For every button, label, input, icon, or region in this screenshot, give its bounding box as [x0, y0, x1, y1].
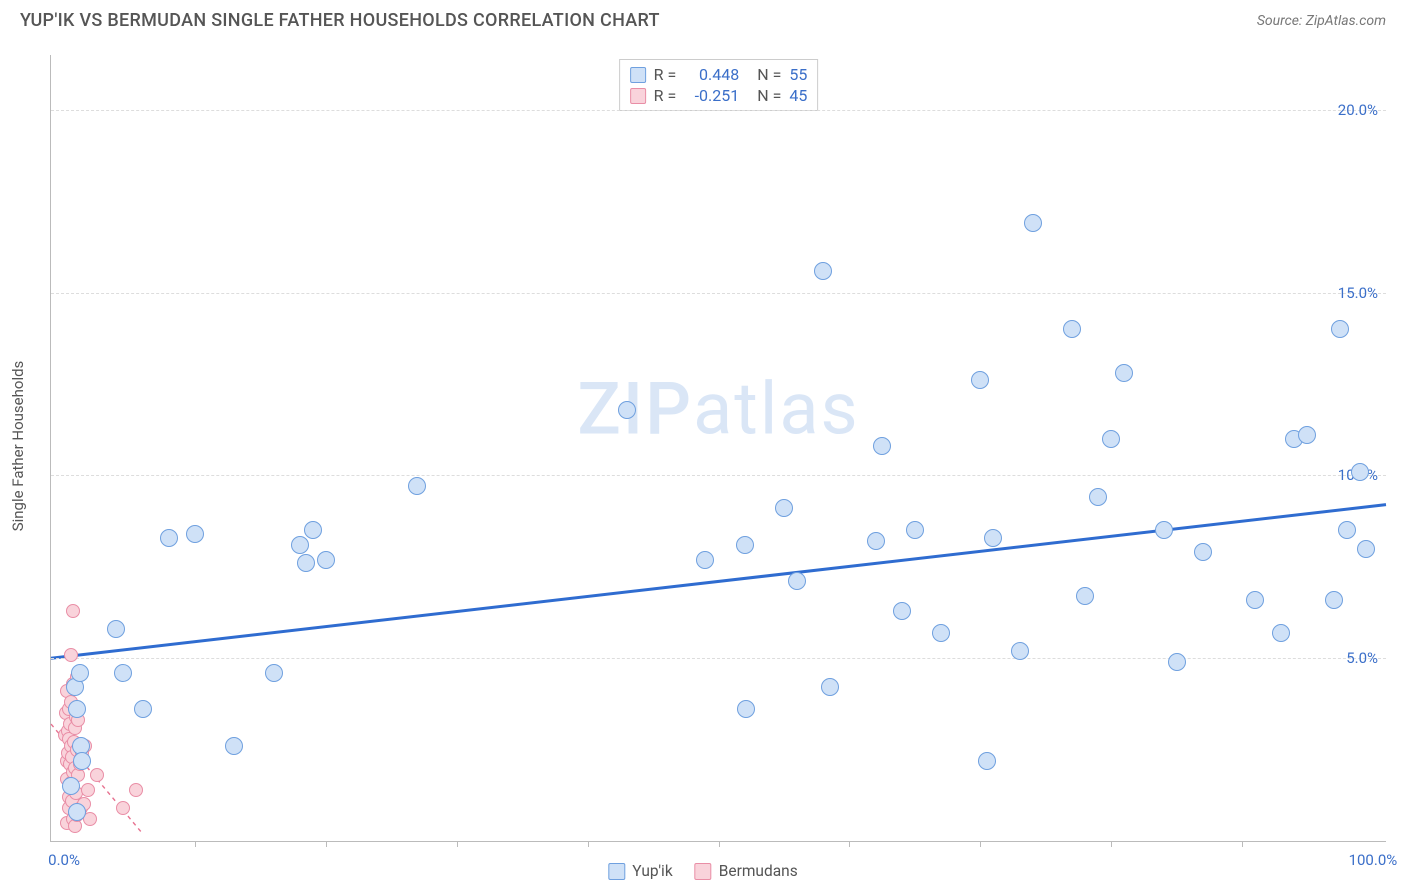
- trend-line-yupik: [51, 505, 1386, 659]
- xtick-minor: [457, 841, 458, 847]
- stat-r-value: -0.251: [684, 86, 739, 105]
- data-point-yupik: [114, 664, 132, 682]
- gridline-h: [51, 658, 1386, 659]
- data-point-yupik: [1272, 624, 1290, 642]
- xtick-minor: [588, 841, 589, 847]
- yaxis-title: Single Father Households: [9, 361, 27, 532]
- legend: Yup'ik Bermudans: [608, 862, 797, 880]
- data-point-yupik: [317, 551, 335, 569]
- chart-source: Source: ZipAtlas.com: [1257, 13, 1386, 29]
- data-point-bermudans: [129, 783, 143, 797]
- data-point-yupik: [186, 525, 204, 543]
- legend-item-bermudans: Bermudans: [695, 862, 798, 880]
- data-point-yupik: [1331, 320, 1349, 338]
- xtick-minor: [719, 841, 720, 847]
- data-point-yupik: [821, 678, 839, 696]
- legend-label: Yup'ik: [632, 862, 672, 880]
- data-point-yupik: [978, 752, 996, 770]
- stats-row-bermudans: R = -0.251 N = 45: [630, 85, 808, 106]
- data-point-yupik: [893, 602, 911, 620]
- trend-lines: [51, 55, 1386, 841]
- correlation-stats-box: R = 0.448 N = 55 R = -0.251 N = 45: [619, 59, 819, 111]
- data-point-yupik: [696, 551, 714, 569]
- data-point-bermudans: [90, 768, 104, 782]
- data-point-yupik: [1357, 540, 1375, 558]
- data-point-yupik: [1298, 426, 1316, 444]
- data-point-yupik: [1351, 463, 1369, 481]
- data-point-yupik: [1194, 543, 1212, 561]
- data-point-bermudans: [116, 801, 130, 815]
- data-point-yupik: [62, 777, 80, 795]
- ytick-label: 5.0%: [1346, 649, 1378, 667]
- data-point-bermudans: [66, 604, 80, 618]
- data-point-yupik: [788, 572, 806, 590]
- data-point-yupik: [1155, 521, 1173, 539]
- legend-swatch-icon: [608, 863, 625, 880]
- data-point-yupik: [1076, 587, 1094, 605]
- data-point-yupik: [225, 737, 243, 755]
- data-point-yupik: [1246, 591, 1264, 609]
- legend-item-yupik: Yup'ik: [608, 862, 672, 880]
- xtick-label: 100.0%: [1349, 851, 1398, 869]
- data-point-yupik: [814, 262, 832, 280]
- xtick-minor: [980, 841, 981, 847]
- data-point-yupik: [984, 529, 1002, 547]
- stats-row-yupik: R = 0.448 N = 55: [630, 64, 808, 85]
- data-point-bermudans: [81, 783, 95, 797]
- data-point-yupik: [736, 536, 754, 554]
- data-point-yupik: [1011, 642, 1029, 660]
- data-point-yupik: [618, 401, 636, 419]
- ytick-label: 15.0%: [1338, 284, 1378, 302]
- data-point-yupik: [134, 700, 152, 718]
- xtick-minor: [326, 841, 327, 847]
- data-point-bermudans: [64, 648, 78, 662]
- data-point-yupik: [906, 521, 924, 539]
- stat-n-value: 45: [789, 86, 807, 105]
- data-point-yupik: [68, 803, 86, 821]
- stat-n-value: 55: [789, 65, 807, 84]
- gridline-h: [51, 110, 1386, 111]
- data-point-yupik: [1089, 488, 1107, 506]
- ytick-label: 20.0%: [1338, 101, 1378, 119]
- data-point-yupik: [1168, 653, 1186, 671]
- gridline-h: [51, 475, 1386, 476]
- legend-label: Bermudans: [719, 862, 798, 880]
- data-point-yupik: [68, 700, 86, 718]
- xtick-minor: [1242, 841, 1243, 847]
- stats-swatch-icon: [630, 88, 646, 104]
- data-point-yupik: [107, 620, 125, 638]
- xtick-minor: [849, 841, 850, 847]
- data-point-yupik: [1024, 214, 1042, 232]
- data-point-yupik: [297, 554, 315, 572]
- data-point-yupik: [408, 477, 426, 495]
- data-point-yupik: [265, 664, 283, 682]
- data-point-yupik: [1102, 430, 1120, 448]
- data-point-yupik: [71, 664, 89, 682]
- data-point-yupik: [971, 371, 989, 389]
- data-point-yupik: [737, 700, 755, 718]
- data-point-yupik: [867, 532, 885, 550]
- data-point-yupik: [160, 529, 178, 547]
- data-point-yupik: [73, 752, 91, 770]
- data-point-yupik: [291, 536, 309, 554]
- chart-header: YUP'IK VS BERMUDAN SINGLE FATHER HOUSEHO…: [0, 0, 1406, 39]
- data-point-yupik: [1325, 591, 1343, 609]
- legend-swatch-icon: [695, 863, 712, 880]
- scatter-chart: ZIPatlas R = 0.448 N = 55 R = -0.251 N =…: [50, 55, 1386, 842]
- xtick-minor: [195, 841, 196, 847]
- xtick-label: 0.0%: [48, 851, 80, 869]
- data-point-yupik: [873, 437, 891, 455]
- gridline-h: [51, 293, 1386, 294]
- data-point-yupik: [1115, 364, 1133, 382]
- stats-swatch-icon: [630, 67, 646, 83]
- data-point-yupik: [1338, 521, 1356, 539]
- data-point-yupik: [932, 624, 950, 642]
- data-point-yupik: [304, 521, 322, 539]
- chart-title: YUP'IK VS BERMUDAN SINGLE FATHER HOUSEHO…: [20, 10, 660, 31]
- stat-r-value: 0.448: [684, 65, 739, 84]
- data-point-yupik: [775, 499, 793, 517]
- data-point-yupik: [1063, 320, 1081, 338]
- xtick-minor: [1111, 841, 1112, 847]
